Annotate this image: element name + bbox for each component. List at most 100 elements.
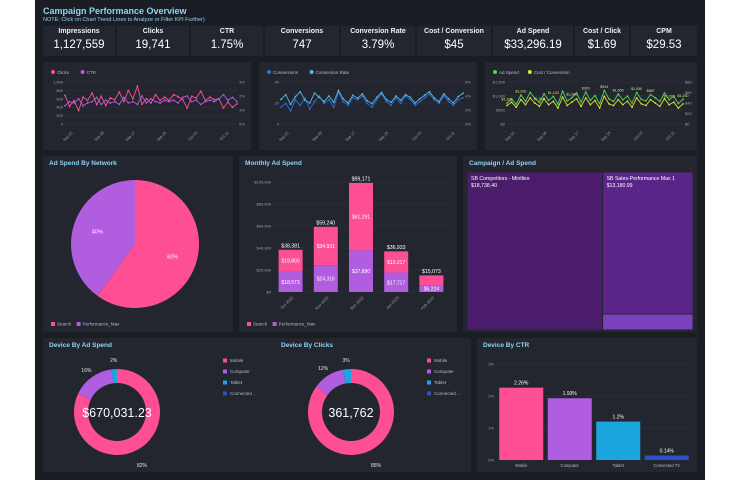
kpi-card-ad-spend[interactable]: Ad Spend $33,296.19 [493,26,573,56]
data-point [323,100,326,103]
data-point [584,97,587,99]
bar-total: $15,073 [422,269,441,275]
network-pie-chart[interactable]: 60% 40% Search Performance_Max [43,156,233,332]
data-point [313,92,316,95]
device-by-ctr-panel: Device By CTR 0% 1% 2% 3% 2.26% Mobile 1.93% Co… [477,338,697,472]
kpi-card-ctr[interactable]: CTR 1.75% [191,26,263,56]
data-point [186,107,189,109]
kpi-value: $45 [444,39,464,51]
y-tick-left: 40 [275,80,280,85]
bar-segment [384,251,409,273]
adspend-chart[interactable]: Ad Spend Cost / Conversion$0$500$1,000$1,… [485,62,697,150]
x-tick: Sep 25 [600,131,611,142]
x-tick: Sep 25 [378,131,389,142]
data-point [598,107,601,109]
legend-swatch [51,322,55,326]
data-point [589,103,592,106]
data-point [104,99,107,102]
data-point [68,100,71,103]
data-point [529,97,532,99]
adspend-chart-panel: Ad Spend Cost / Conversion $0 $500 $1,000 $1,… [485,62,697,150]
data-point [91,92,94,94]
data-point [299,90,302,93]
data-point [284,102,287,105]
y-tick: $100,000 [254,180,271,185]
data-point [308,108,311,110]
bar-label: 2.26% [514,381,529,387]
legend-swatch [223,391,227,396]
monthly-bar-chart[interactable]: $0 $20,000 $40,000 $60,000 $80,000 $100,000 $1… [239,156,457,332]
data-point [356,97,359,99]
data-point [677,102,680,105]
panel-title: Device By CTR [483,342,530,349]
legend-swatch [272,322,277,326]
panel-title: Campaign / Ad Spend [469,160,536,167]
kpi-card-conversion-rate[interactable]: Conversion Rate 3.79% [341,26,415,56]
kpi-card-cpm[interactable]: CPM $29.53 [631,26,697,56]
data-point [195,97,198,99]
data-point [95,96,98,99]
legend-label: Clicks [57,70,70,75]
kpi-card-impressions[interactable]: Impressions 1,127,559 [43,26,115,56]
data-point [136,103,139,106]
y-tick-left: 600 [56,96,63,101]
kpi-card-cost-per-conversion[interactable]: Cost / Conversion $45 [417,26,491,56]
conversions-chart[interactable]: Conversions Conversion Rate 0 20 40 0% 2% 4% 6% S… [259,62,477,150]
data-point [612,100,615,103]
kpi-card-cost-per-click[interactable]: Cost / Click $1.69 [575,26,629,56]
data-point [519,94,522,97]
data-point [227,101,229,104]
data-point [603,95,606,98]
x-tick: Sep 17 [568,131,579,142]
device-clicks-donut[interactable]: 85% 12% 3% 361,762 Mobile Computer Tablet Conne… [275,338,471,472]
y-tick-right: $20 [685,111,692,116]
slice-label: 82% [137,463,148,469]
device-ctr-bar-chart[interactable]: 0% 1% 2% 3% 2.26% Mobile 1.93% Computer 1.2% Tabl… [477,338,697,472]
data-point [177,102,180,104]
device-ad-spend-donut[interactable]: 82% 16% 2% $670,031.23 Mobile Computer Tablet C… [43,338,275,472]
data-point [538,105,541,108]
treemap-tile [602,171,694,315]
data-point [640,102,643,105]
bar-label: $6,224 [424,287,440,293]
slice-label: 40% [92,230,103,236]
y-tick-left: 0 [277,122,280,127]
clicks-ctr-chart[interactable]: Clicks CTR 0 200 400 600 800 1,000 0% 1% 2% 3% Sep 0… [43,62,251,150]
y-tick-left: 0 [61,122,64,127]
data-point [510,98,513,100]
device-by-clicks-panel: Device By Clicks 85% 12% 3% 361,762 Mobile Co… [275,338,471,472]
data-point [366,100,369,102]
kpi-card-clicks[interactable]: Clicks 19,741 [117,26,189,56]
bar-total: $59,240 [316,220,335,226]
bar-label: $37,880 [352,269,370,275]
donut-slice [78,369,114,400]
x-tick: Oct 03 [412,131,423,142]
data-point [342,97,345,100]
data-point [617,93,620,95]
campaign-treemap[interactable]: SB Competitors - Mintlies$18,738.40 SB Sa… [463,156,697,332]
bar-label: $24,316 [317,277,335,283]
y-tick: $80,000 [257,202,272,207]
x-tick: Oct 11 [445,131,456,142]
legend-swatch [427,358,431,363]
data-point [177,95,180,98]
bar-label: 1.93% [563,391,578,397]
x-tick: Sep 01 [62,131,73,142]
data-point [543,92,545,95]
bar-label: $34,931 [317,244,335,250]
kpi-value: 747 [292,39,312,51]
y-tick-right: 0% [239,122,245,127]
legend-label: Search [57,322,72,327]
y-tick-right: 3% [239,80,245,85]
bar-segment [278,271,303,292]
legend-swatch [76,322,81,326]
data-point [366,102,369,105]
panel-title: Device By Clicks [281,342,334,349]
kpi-card-conversions[interactable]: Conversions 747 [265,26,339,56]
data-point [589,99,592,102]
data-point [603,89,606,92]
data-point [122,100,125,103]
data-point [68,105,71,108]
x-tick: Feb 2023 [420,295,436,311]
x-tick: Sep 09 [536,131,547,142]
